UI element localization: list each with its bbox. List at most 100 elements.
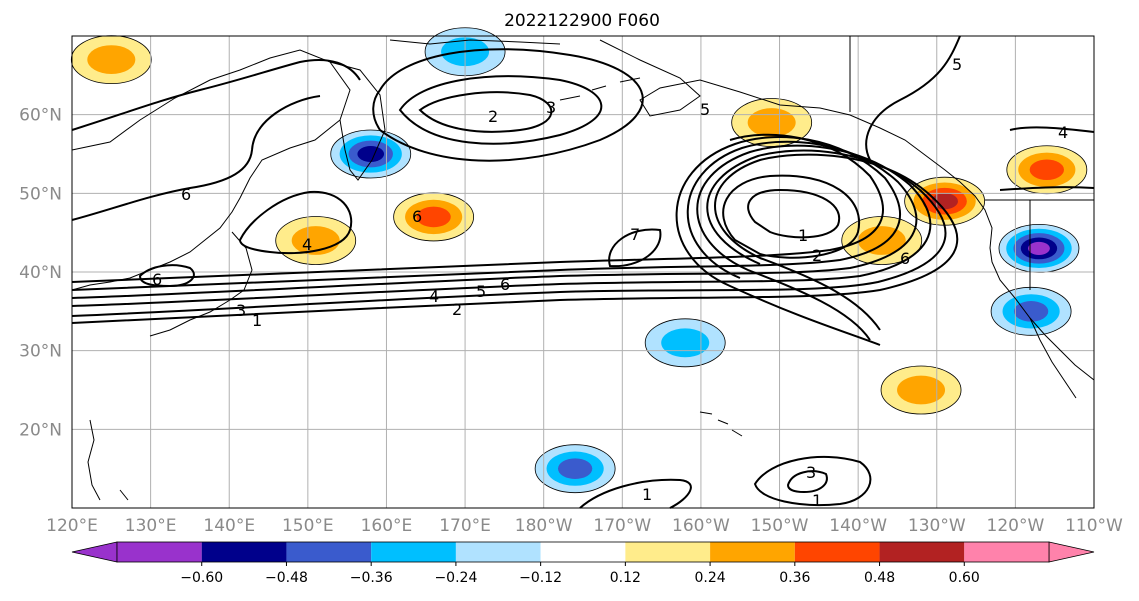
longitude-tick-labels: 120°E 130°E 140°E 150°E 160°E 170°E 180°W 170°W… bbox=[46, 516, 1123, 536]
colorbar-frame bbox=[116, 541, 1050, 563]
contour-line bbox=[608, 228, 662, 268]
colorbar-extend-max bbox=[1048, 541, 1095, 563]
contour-line bbox=[999, 186, 1095, 191]
lon-tick-label: 170°E bbox=[439, 516, 491, 536]
lon-tick-label: 170°W bbox=[593, 516, 651, 536]
colorbar-bin bbox=[455, 542, 541, 562]
lat-tick-label: 20°N bbox=[19, 420, 62, 440]
colorbar-tick-label: −0.60 bbox=[180, 570, 223, 586]
contour-line bbox=[71, 136, 901, 346]
contour-label: 6 bbox=[412, 207, 422, 226]
colorbar-bin bbox=[117, 542, 202, 562]
contour-line bbox=[747, 188, 841, 239]
colorbar-tick-label: 0.60 bbox=[949, 570, 980, 586]
lat-tick-label: 50°N bbox=[19, 184, 62, 204]
lon-tick-label: 150°W bbox=[751, 516, 809, 536]
lon-tick-label: 120°W bbox=[987, 516, 1045, 536]
colorbar-bin bbox=[540, 542, 626, 562]
lon-tick-label: 140°W bbox=[829, 516, 887, 536]
colorbar-bin bbox=[964, 542, 1049, 562]
colorbar-tick-label: −0.48 bbox=[265, 570, 308, 586]
colorbar-bin bbox=[371, 542, 456, 562]
contour-line bbox=[579, 478, 692, 509]
map-area: 1 2 4 5 6 3 2 3 5 1 2 7 6 6 6 4 6 3 1 1 … bbox=[70, 27, 1095, 510]
anomaly-fills bbox=[70, 27, 1088, 494]
contour-line bbox=[418, 91, 553, 133]
contour-line bbox=[372, 48, 644, 162]
map-frame bbox=[71, 35, 1095, 509]
colorbar-tick-label: 0.24 bbox=[695, 570, 726, 586]
latitude-tick-labels: 20°N 30°N 40°N 50°N 60°N bbox=[19, 106, 62, 441]
anomaly-fill bbox=[747, 108, 796, 137]
contour-label: 1 bbox=[642, 485, 652, 504]
lon-tick-label: 180°W bbox=[515, 516, 573, 536]
contour-line bbox=[398, 75, 603, 145]
colorbar-tick-label: −0.36 bbox=[350, 570, 393, 586]
anomaly-fill bbox=[931, 193, 958, 210]
anomaly-fill bbox=[416, 206, 451, 228]
coastline-baja bbox=[1029, 317, 1077, 399]
coastline-islands bbox=[87, 419, 129, 501]
contour-line bbox=[1009, 126, 1095, 133]
contour-line bbox=[71, 153, 959, 331]
height-contours bbox=[71, 35, 1095, 509]
contour-label: 2 bbox=[488, 107, 498, 126]
anomaly-fill bbox=[557, 458, 593, 479]
anomaly-fill bbox=[1029, 159, 1064, 181]
contour-label: 5 bbox=[700, 100, 710, 119]
contour-line bbox=[71, 133, 884, 283]
contour-line bbox=[722, 174, 861, 259]
lon-tick-label: 130°W bbox=[908, 516, 966, 536]
colorbar-bin bbox=[201, 542, 287, 562]
colorbar: −0.60 −0.48 −0.36 −0.24 −0.12 0.12 0.24 0.36 0.4… bbox=[71, 541, 1095, 586]
contour-line bbox=[753, 456, 872, 506]
coastline-kamchatka bbox=[329, 61, 386, 181]
contour-label: 2 bbox=[812, 246, 822, 265]
contour-label: 5 bbox=[952, 55, 962, 74]
colorbar-extend-min bbox=[71, 541, 118, 563]
colorbar-bin bbox=[710, 542, 795, 562]
contour-label: 6 bbox=[500, 275, 510, 294]
colorbar-bin bbox=[794, 542, 880, 562]
contour-label: 3 bbox=[806, 463, 816, 482]
contour-label: 5 bbox=[476, 282, 486, 301]
colorbar-tick-label: −0.24 bbox=[434, 570, 477, 586]
contour-label: 4 bbox=[1058, 123, 1068, 142]
lon-tick-label: 140°E bbox=[203, 516, 255, 536]
coastline-alaska bbox=[599, 39, 1095, 381]
lon-tick-label: 160°E bbox=[361, 516, 413, 536]
contour-line bbox=[71, 140, 918, 299]
colorbar-bin bbox=[625, 542, 711, 562]
contour-label: 1 bbox=[252, 311, 262, 330]
contour-label: 7 bbox=[630, 225, 640, 244]
coastline-chukotka bbox=[389, 39, 561, 45]
contour-label: 6 bbox=[900, 249, 910, 268]
anomaly-fill bbox=[661, 328, 710, 358]
figure-title: 2022122900 F060 bbox=[504, 11, 660, 31]
contour-labels: 1 2 4 5 6 3 2 3 5 1 2 7 6 6 6 4 6 3 1 1 … bbox=[152, 55, 1068, 510]
contour-line bbox=[71, 95, 321, 221]
coastline-aleutians bbox=[559, 77, 641, 101]
coastline-hawaii bbox=[699, 411, 743, 437]
lat-tick-label: 60°N bbox=[19, 106, 62, 126]
lat-tick-label: 30°N bbox=[19, 342, 62, 362]
contour-line bbox=[865, 35, 961, 161]
contour-line bbox=[71, 59, 361, 131]
coastline-canada-border bbox=[849, 36, 1094, 290]
anomaly-fill bbox=[357, 146, 385, 162]
lon-tick-label: 110°W bbox=[1065, 516, 1123, 536]
contour-line bbox=[138, 264, 195, 288]
lon-tick-label: 120°E bbox=[46, 516, 98, 536]
anomaly-fill bbox=[87, 45, 136, 74]
anomaly-fill bbox=[1028, 241, 1050, 255]
colorbar-bin bbox=[286, 542, 372, 562]
anomaly-fill bbox=[1013, 301, 1049, 322]
contour-label: 6 bbox=[181, 185, 191, 204]
contour-label: 1 bbox=[812, 491, 822, 510]
colorbar-tick-label: 0.36 bbox=[779, 570, 810, 586]
contour-label: 6 bbox=[152, 270, 162, 289]
colorbar-tick-label: −0.12 bbox=[519, 570, 562, 586]
colorbar-bin bbox=[879, 542, 965, 562]
contour-line bbox=[71, 144, 932, 341]
